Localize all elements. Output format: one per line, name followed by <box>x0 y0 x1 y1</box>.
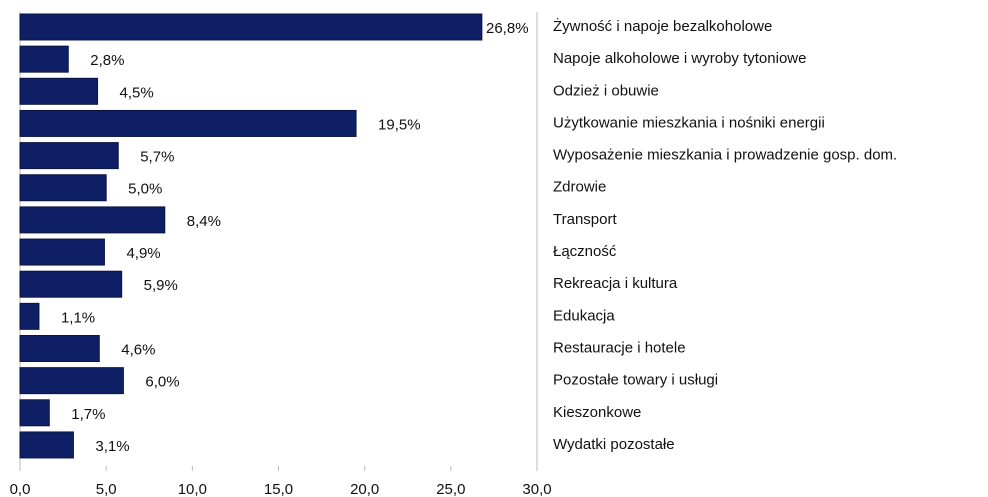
x-tick-label: 0,0 <box>10 481 31 497</box>
x-tick-label: 5,0 <box>96 481 117 497</box>
bar <box>19 238 105 266</box>
bar <box>19 174 107 202</box>
bar <box>19 77 99 105</box>
category-label: Żywność i napoje bezalkoholowe <box>553 17 772 35</box>
bar <box>19 142 119 170</box>
value-label: 19,5% <box>378 116 421 133</box>
value-label: 6,0% <box>145 374 179 391</box>
category-label: Transport <box>553 211 617 228</box>
x-tick-label: 15,0 <box>264 481 293 497</box>
category-label: Zdrowie <box>553 179 606 196</box>
bar <box>19 431 74 459</box>
bar <box>19 399 50 427</box>
bar <box>19 13 483 41</box>
bar <box>19 270 123 298</box>
value-label: 1,7% <box>71 406 105 423</box>
bar <box>19 335 100 362</box>
value-label: 2,8% <box>90 52 124 69</box>
category-label: Wyposażenie mieszkania i prowadzenie gos… <box>553 147 897 164</box>
bar <box>19 206 166 234</box>
x-tick-label: 25,0 <box>436 481 465 497</box>
category-label: Edukacja <box>553 307 615 324</box>
category-label: Restauracje i hotele <box>553 339 686 356</box>
value-label: 8,4% <box>187 213 221 230</box>
category-label: Napoje alkoholowe i wyroby tytoniowe <box>553 50 806 67</box>
bar <box>19 302 40 330</box>
bar <box>19 45 69 73</box>
value-label: 4,9% <box>126 245 160 262</box>
value-label: 4,5% <box>120 84 154 101</box>
value-label: 26,8% <box>486 20 529 37</box>
category-label: Rekreacja i kultura <box>553 275 678 292</box>
category-label: Wydatki pozostałe <box>553 436 675 453</box>
x-tick-label: 30,0 <box>522 481 551 497</box>
value-label: 3,1% <box>95 438 129 455</box>
value-label: 1,1% <box>61 309 95 326</box>
category-label: Pozostałe towary i usługi <box>553 372 718 389</box>
x-tick-label: 20,0 <box>350 481 379 497</box>
category-label: Użytkowanie mieszkania i nośniki energii <box>553 114 825 131</box>
bar <box>19 367 124 395</box>
value-label: 5,9% <box>144 277 178 294</box>
category-label: Odzież i obuwie <box>553 82 659 99</box>
category-label: Kieszonkowe <box>553 404 641 421</box>
category-label: Łączność <box>553 243 617 260</box>
value-label: 5,7% <box>140 149 174 166</box>
x-tick-label: 10,0 <box>178 481 207 497</box>
value-label: 5,0% <box>128 181 162 198</box>
value-label: 4,6% <box>121 341 155 358</box>
bar <box>19 109 357 137</box>
